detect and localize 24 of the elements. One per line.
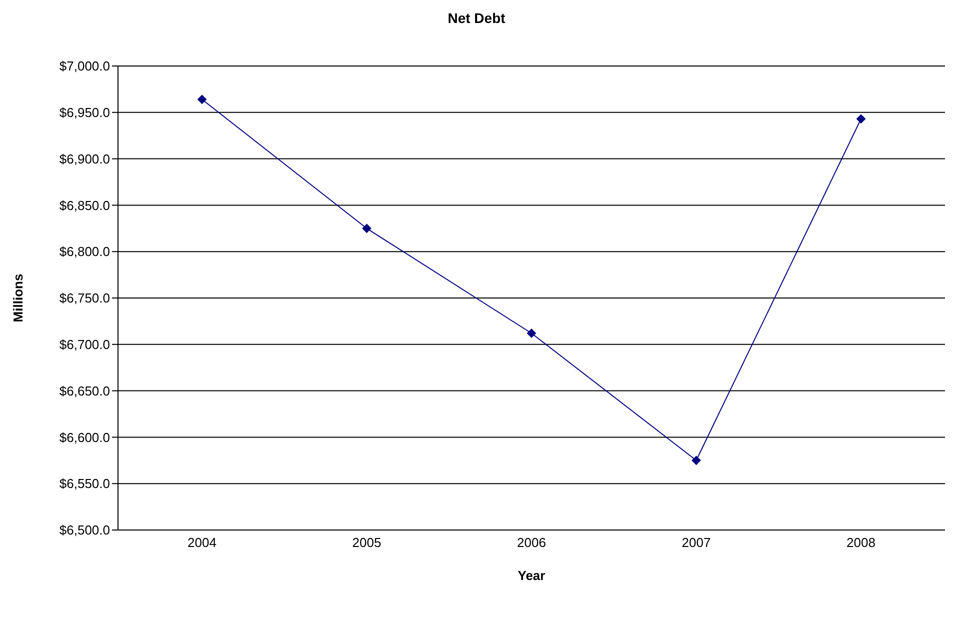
y-tick-label: $6,850.0 <box>59 198 110 213</box>
y-tick-label: $6,800.0 <box>59 244 110 260</box>
x-tick-label: 2006 <box>517 535 546 550</box>
y-tick-label: $6,550.0 <box>59 476 110 492</box>
y-axis-title: Millions <box>10 274 26 322</box>
y-tick-label: $6,700.0 <box>59 337 110 352</box>
y-tick-label: $6,600.0 <box>59 430 110 445</box>
y-tick-label: $6,750.0 <box>59 290 110 306</box>
y-tick-label: $7,000.0 <box>59 58 110 74</box>
x-axis-title: Year <box>518 568 546 583</box>
point <box>362 224 372 233</box>
y-tick-label: $6,900.0 <box>59 151 110 166</box>
point <box>856 114 866 124</box>
y-tick-label: $6,650.0 <box>59 383 110 398</box>
y-tick-label: $6,500.0 <box>59 522 110 538</box>
point <box>692 456 701 465</box>
x-tick-label: 2005 <box>352 535 382 550</box>
point <box>527 328 536 338</box>
point <box>198 94 206 104</box>
y-tick-label: $6,950.0 <box>59 105 110 120</box>
x-tick-label: 2004 <box>188 535 216 550</box>
x-tick-label: 2008 <box>846 535 876 550</box>
chart-title: Net Debt <box>446 10 506 28</box>
x-tick-label: 2007 <box>682 535 711 550</box>
